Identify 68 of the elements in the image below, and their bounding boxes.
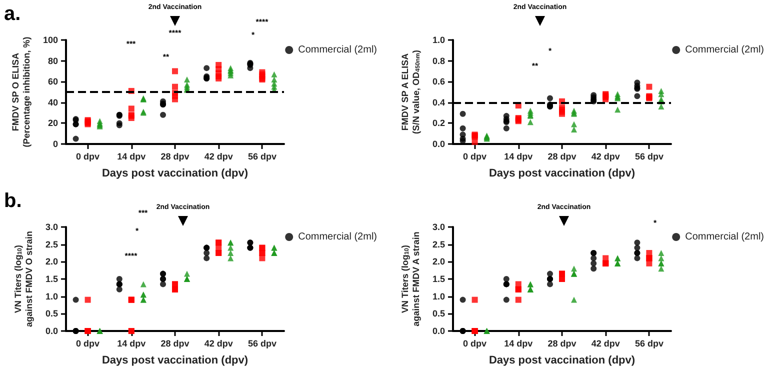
annotation: * <box>653 218 658 228</box>
annotation: * <box>548 46 552 56</box>
x-tick-label: 14 dpv <box>117 152 146 162</box>
annotation: ** <box>532 62 539 70</box>
x-axis-title: Days post vaccination (dpv) <box>488 168 636 180</box>
x-tick-label: 42 dpv <box>204 338 233 348</box>
y-tick-label: 80 <box>48 56 58 66</box>
x-tick-label: 56 dpv <box>634 338 664 348</box>
x-axis-title: Days post vaccination (dpv) <box>488 354 636 366</box>
x-tick-label: 0 dpv <box>463 152 487 162</box>
y-tick-label: 3.0 <box>45 222 58 232</box>
y-tick-label: 60 <box>48 76 58 87</box>
x-tick-label: 28 dpv <box>548 152 576 162</box>
legend-label: Commercial (2ml) <box>298 232 378 242</box>
annotation: *** <box>126 40 137 48</box>
x-tick-label: 14 dpv <box>504 338 533 348</box>
text: *** <box>138 208 149 218</box>
y-tick-label: 0.8 <box>432 56 445 66</box>
legend-label: Commercial (2ml) <box>298 44 378 56</box>
x-tick-label: 28 dpv <box>160 338 190 348</box>
x-tick-label: 0 dpv <box>76 152 100 162</box>
x-axis-title: Days post vaccination (dpv) <box>102 168 248 180</box>
x-tick-label: 0 dpv <box>76 338 100 348</box>
y-tick-label: 0 <box>52 139 58 149</box>
annotation: ** <box>162 52 170 62</box>
y-tick-label: 1.0 <box>432 291 445 302</box>
x-tick-label: 28 dpv <box>548 338 576 348</box>
y-tick-label: 20 <box>48 118 58 128</box>
y-tick-label: 0.0 <box>432 326 445 336</box>
y-tick-label: 0.0 <box>432 139 445 149</box>
y-tick-label: 0.2 <box>432 118 445 128</box>
legend-label: Commercial (2ml) <box>685 44 764 56</box>
x-tick-label: 14 dpv <box>117 338 146 348</box>
x-tick-label: 56 dpv <box>634 152 664 162</box>
y-tick-label: 2.0 <box>432 256 445 267</box>
x-tick-label: 42 dpv <box>591 152 620 162</box>
y-tick-label: 1.0 <box>432 35 445 45</box>
y-tick-label: 40 <box>48 97 58 108</box>
y-tick-label: 0.5 <box>45 308 58 319</box>
x-tick-label: 28 dpv <box>160 152 190 162</box>
y-tick-label: 0.4 <box>432 97 445 108</box>
x-tick-label: 14 dpv <box>504 152 533 162</box>
y-tick-label: 1.5 <box>45 274 58 284</box>
x-tick-label: 42 dpv <box>204 152 233 162</box>
text: * <box>251 30 256 40</box>
x-tick-label: 56 dpv <box>248 152 276 162</box>
text: **** <box>168 28 182 38</box>
y-tick-label: 2.5 <box>45 239 58 250</box>
x-tick-label: 0 dpv <box>463 338 487 348</box>
x-tick-label: 42 dpv <box>591 338 620 348</box>
y-tick-label: 2.0 <box>45 256 58 267</box>
legend-label: Commercial (2ml) <box>685 232 764 242</box>
y-tick-label: 3.0 <box>432 222 445 232</box>
text: a. <box>4 3 21 25</box>
x-tick-label: 56 dpv <box>248 338 276 348</box>
y-tick-label: 100 <box>42 35 58 45</box>
y-tick-label: 0.6 <box>432 76 445 87</box>
annotation: **** <box>124 252 138 260</box>
y-tick-label: 2.5 <box>432 239 445 250</box>
text: **** <box>256 18 270 26</box>
x-axis-title: Days post vaccination (dpv) <box>102 354 248 366</box>
text: b. <box>4 190 22 212</box>
annotation: * <box>135 226 140 236</box>
y-tick-label: 0.5 <box>432 308 445 319</box>
y-tick-label: 1.5 <box>432 274 445 284</box>
y-tick-label: 0.0 <box>45 326 58 336</box>
y-axis-title: FMDV SP O ELISA (Percentage inhibition, %) <box>10 36 32 148</box>
y-tick-label: 1.0 <box>45 291 58 302</box>
